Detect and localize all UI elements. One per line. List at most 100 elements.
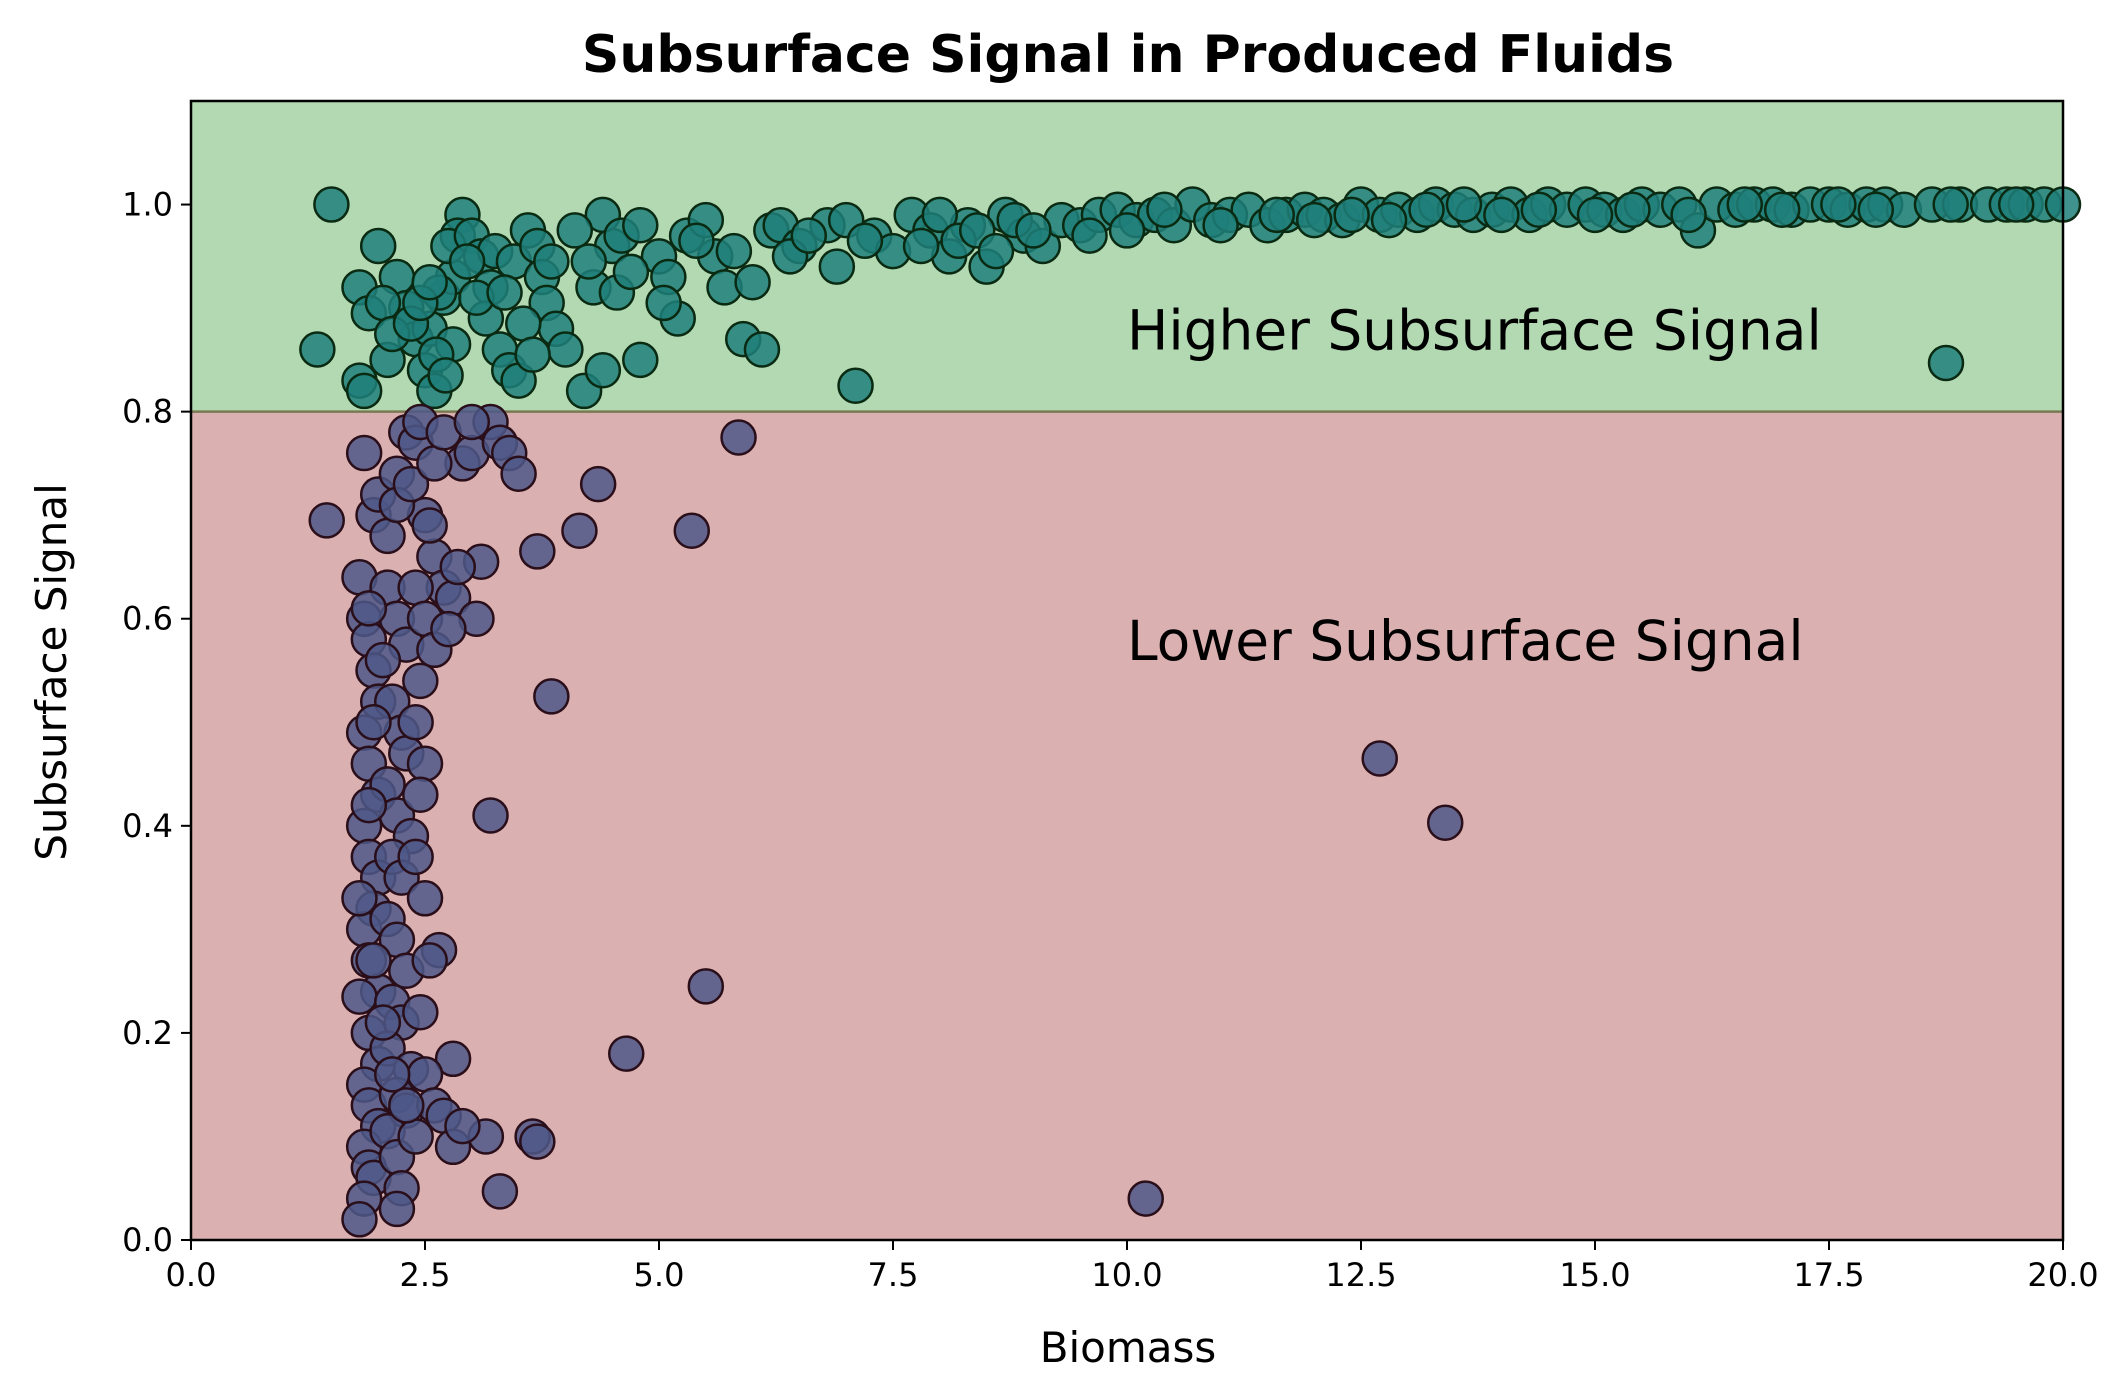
data-point-low (411, 507, 448, 544)
data-point-low (579, 465, 617, 503)
x-tick-label: 15.0 (1559, 1256, 1630, 1294)
data-point-low (406, 1056, 444, 1093)
data-point-low (350, 590, 388, 627)
data-point-low (561, 512, 598, 549)
x-tick-label: 2.5 (400, 1256, 451, 1294)
data-point-high (1932, 186, 1969, 223)
data-point-low (687, 968, 725, 1005)
data-point-high (1258, 196, 1296, 234)
x-axis-label: Biomass (1040, 1323, 1217, 1372)
data-point-low (373, 1056, 411, 1093)
data-point-high (427, 357, 464, 394)
x-tick-label: 17.5 (1793, 1256, 1864, 1294)
y-tick-label: 0.2 (122, 1014, 173, 1052)
data-point-high (1857, 191, 1895, 228)
data-point-high (1820, 186, 1857, 223)
data-point-high (1726, 186, 1764, 223)
data-point-high (570, 243, 608, 280)
data-point-high (1333, 196, 1370, 234)
region-labels: Higher Subsurface Signal Lower Subsurface… (1127, 299, 1822, 674)
data-point-low (341, 880, 378, 917)
x-tick-label: 12.5 (1325, 1256, 1396, 1294)
data-point-low (430, 610, 467, 648)
data-point-high (743, 331, 781, 368)
data-point-low (369, 517, 406, 555)
data-point-high (448, 243, 486, 280)
data-point-high (584, 351, 622, 389)
data-point-high (364, 284, 402, 322)
data-point-low (392, 465, 430, 503)
data-point-low (1426, 804, 1464, 841)
data-point-high (1520, 191, 1558, 228)
data-point-high (1576, 196, 1614, 234)
y-tick-label: 0.6 (122, 600, 173, 638)
data-point-low (397, 569, 434, 606)
data-point-low (397, 838, 434, 876)
data-point-low (444, 1107, 481, 1145)
x-tick-label: 5.0 (634, 1256, 685, 1294)
data-point-high (1146, 191, 1183, 228)
data-point-low (345, 434, 383, 472)
data-point-low (673, 512, 711, 549)
data-point-high (411, 263, 448, 301)
data-point-high (547, 331, 584, 368)
data-point-high (790, 217, 828, 254)
data-point-high (1997, 186, 2035, 223)
data-point-low (406, 880, 444, 917)
data-point-low (364, 641, 402, 679)
data-point-low (607, 1035, 645, 1072)
data-point-low (388, 1087, 425, 1124)
x-tick-label: 20.0 (2027, 1256, 2098, 1294)
y-axis-ticks: 0.0 0.2 0.4 0.6 0.8 1.0 (122, 186, 191, 1259)
data-point-low (355, 942, 392, 979)
data-point-low (1361, 740, 1398, 777)
data-point-low (402, 993, 439, 1031)
data-point-high (1763, 191, 1801, 228)
data-point-high (486, 274, 523, 311)
data-point-low (308, 502, 345, 539)
data-point-high (505, 305, 542, 342)
data-point-low (453, 403, 491, 441)
data-point-high (1108, 212, 1146, 249)
data-point-low (406, 745, 444, 782)
y-tick-label: 0.0 (122, 1221, 173, 1259)
data-point-high (1202, 207, 1239, 244)
y-tick-label: 0.4 (122, 807, 173, 845)
data-point-high (299, 331, 336, 368)
data-point-high (1071, 217, 1108, 254)
data-point-high (977, 232, 1015, 270)
data-point-high (1614, 191, 1651, 228)
data-point-high (345, 372, 383, 410)
data-points (299, 186, 2082, 1238)
data-point-low (355, 704, 392, 741)
data-point-high (1927, 344, 1965, 382)
data-point-low (397, 1118, 434, 1155)
data-point-low (472, 797, 509, 834)
data-point-high (921, 196, 959, 234)
data-point-high (902, 227, 940, 265)
y-axis-label: Subsurface Signal (27, 483, 76, 861)
data-point-high (622, 341, 659, 379)
x-tick-label: 0.0 (166, 1256, 217, 1294)
data-point-high (1670, 196, 1707, 234)
x-tick-label: 7.5 (868, 1256, 919, 1294)
data-point-low (411, 942, 448, 979)
region-label-higher: Higher Subsurface Signal (1127, 299, 1822, 363)
data-point-low (720, 419, 757, 456)
data-point-low (519, 533, 556, 570)
x-tick-label: 10.0 (1091, 1256, 1162, 1294)
data-point-high (715, 232, 753, 270)
data-point-high (818, 248, 856, 285)
x-axis-ticks: 0.0 2.5 5.0 7.5 10.0 12.5 15.0 17.5 20.0 (166, 1240, 2099, 1294)
data-point-high (734, 263, 771, 301)
data-point-low (364, 1004, 402, 1041)
data-point-low (350, 786, 388, 824)
data-point-high (612, 253, 650, 291)
data-point-high (514, 336, 551, 373)
data-point-low (434, 1040, 472, 1078)
y-tick-label: 1.0 (122, 186, 173, 224)
data-point-low (533, 678, 570, 715)
data-point-low (416, 445, 453, 482)
data-point-high (556, 212, 594, 249)
